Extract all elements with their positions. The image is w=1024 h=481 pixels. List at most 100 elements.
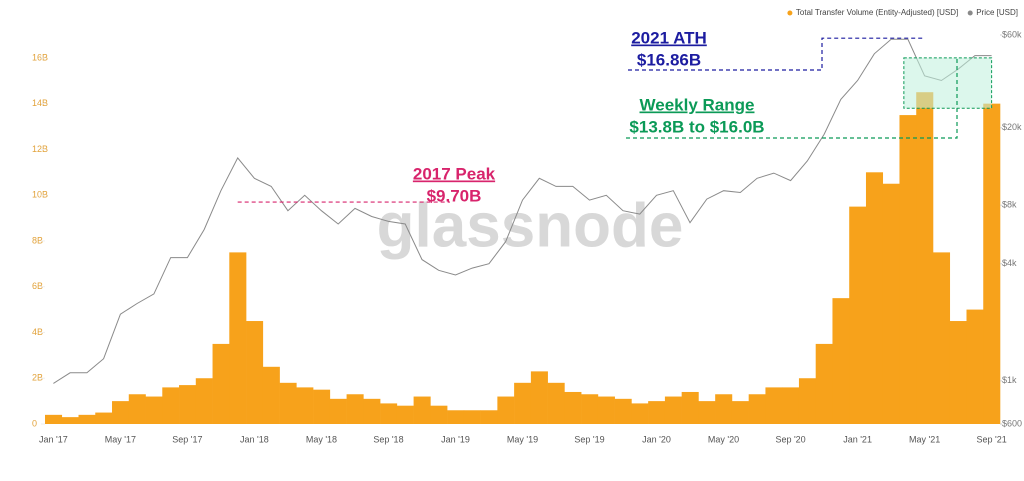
x-tick-label: May '18: [306, 434, 337, 444]
price-line: [53, 38, 992, 384]
bar: [932, 252, 951, 424]
bar: [882, 183, 900, 424]
bar: [798, 378, 817, 424]
bar: [279, 382, 297, 424]
bar: [128, 394, 146, 424]
x-tick-label: May '21: [909, 434, 940, 444]
bar: [313, 389, 331, 424]
bar: [45, 414, 63, 424]
annotation-line: [626, 57, 958, 139]
x-tick-label: Jan '20: [642, 434, 671, 444]
y-tick-label: 8B: [32, 235, 43, 245]
bar: [782, 387, 800, 424]
annotation-label: $16.86B: [637, 50, 701, 69]
bar: [664, 396, 682, 424]
bar: [162, 387, 180, 424]
y-tick-label: 6B: [32, 281, 43, 291]
x-tick-label: May '19: [507, 434, 538, 444]
bar: [983, 103, 1001, 424]
legend-label: Price [USD]: [976, 8, 1018, 17]
annotation-label: $9.70B: [427, 186, 482, 205]
bar: [597, 396, 615, 424]
bar: [380, 403, 398, 424]
legend-swatch: [787, 10, 793, 16]
bar: [246, 321, 264, 424]
bar: [648, 401, 666, 424]
x-tick-label: May '20: [708, 434, 739, 444]
bar: [363, 398, 381, 424]
legend-label: Total Transfer Volume (Entity-Adjusted) …: [796, 8, 958, 17]
y2-tick-label: $600: [1002, 418, 1022, 428]
bar: [731, 401, 749, 424]
annotation-title: 2017 Peak: [413, 164, 496, 183]
bar: [179, 385, 197, 424]
annotation-title: 2021 ATH: [631, 28, 707, 47]
y-tick-label: 14B: [32, 98, 48, 108]
x-tick-label: Sep '20: [775, 434, 805, 444]
bar: [614, 398, 632, 424]
legend-swatch: [967, 10, 973, 16]
bar: [832, 298, 850, 424]
bar: [262, 366, 280, 424]
bar: [447, 410, 465, 424]
x-tick-label: Jan '19: [441, 434, 470, 444]
bar: [229, 252, 247, 424]
y2-tick-label: $60k: [1002, 29, 1022, 39]
bar: [346, 394, 364, 424]
bar: [547, 382, 565, 424]
x-tick-label: Sep '17: [172, 434, 202, 444]
x-tick-label: Sep '19: [574, 434, 604, 444]
bar: [480, 410, 498, 424]
bar: [916, 92, 934, 425]
y2-tick-label: $20k: [1002, 122, 1022, 132]
bar: [463, 410, 481, 424]
y-tick-label: 16B: [32, 52, 48, 62]
y-tick-label: 4B: [32, 327, 43, 337]
bar: [212, 343, 230, 424]
bar: [413, 396, 431, 424]
bar: [145, 396, 163, 424]
bar: [396, 405, 414, 424]
bar: [581, 394, 599, 424]
annotation-label: $13.8B to $16.0B: [629, 117, 764, 136]
x-tick-label: Jan '21: [843, 434, 872, 444]
y-tick-label: 0: [32, 418, 37, 428]
y-tick-label: 2B: [32, 373, 43, 383]
x-tick-label: Jan '17: [39, 434, 68, 444]
bar: [815, 343, 833, 424]
x-tick-label: Jan '18: [240, 434, 269, 444]
watermark: glassnode: [377, 191, 684, 260]
y-tick-label: 10B: [32, 190, 48, 200]
y2-tick-label: $4k: [1002, 258, 1017, 268]
bar: [865, 172, 884, 424]
bar: [296, 387, 314, 424]
bar: [61, 417, 79, 424]
bar: [497, 396, 515, 424]
bar: [514, 382, 532, 424]
y-tick-label: 12B: [32, 144, 48, 154]
bar: [899, 115, 917, 425]
bar: [112, 401, 130, 424]
range-box: [903, 57, 993, 109]
bar: [966, 309, 984, 424]
y2-tick-label: $1k: [1002, 375, 1017, 385]
x-tick-label: Sep '18: [373, 434, 403, 444]
bar: [329, 398, 347, 424]
bar: [849, 206, 867, 424]
bar: [78, 414, 96, 424]
bar: [715, 394, 733, 424]
bar: [748, 394, 766, 424]
bar: [681, 391, 699, 424]
bar: [631, 403, 649, 424]
bar: [765, 387, 783, 424]
x-tick-label: Sep '21: [976, 434, 1006, 444]
bar: [564, 391, 582, 424]
bar: [95, 412, 113, 424]
bar: [698, 401, 716, 424]
bar: [949, 321, 967, 424]
x-tick-label: May '17: [105, 434, 136, 444]
bar: [195, 378, 213, 424]
y2-tick-label: $8k: [1002, 200, 1017, 210]
bar: [430, 405, 448, 424]
